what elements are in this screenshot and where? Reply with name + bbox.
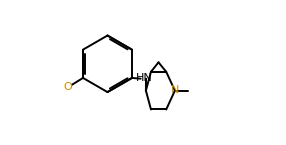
Text: HN: HN <box>136 73 152 83</box>
Text: O: O <box>63 82 72 92</box>
Text: N: N <box>171 86 179 95</box>
